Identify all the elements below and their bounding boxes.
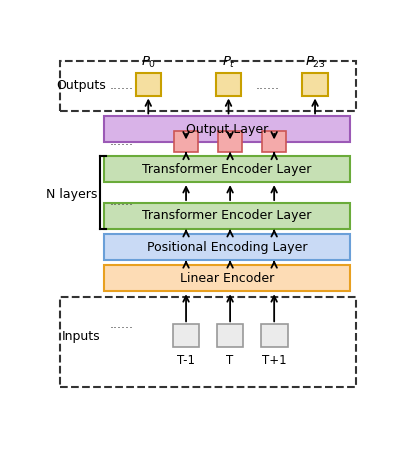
Bar bbox=[135, 73, 160, 95]
Bar bbox=[172, 324, 199, 347]
Text: N layers: N layers bbox=[46, 188, 98, 201]
Bar bbox=[216, 324, 243, 347]
Text: Transformer Encoder Layer: Transformer Encoder Layer bbox=[142, 163, 311, 176]
Bar bbox=[218, 131, 241, 152]
Text: ......: ...... bbox=[109, 79, 133, 92]
Bar bbox=[302, 73, 327, 95]
Text: Inputs: Inputs bbox=[61, 330, 100, 343]
Bar bbox=[104, 234, 349, 260]
Bar bbox=[260, 324, 287, 347]
Text: Output Layer: Output Layer bbox=[185, 123, 267, 136]
Bar bbox=[174, 131, 197, 152]
Bar bbox=[262, 131, 285, 152]
Text: ......: ...... bbox=[109, 318, 133, 331]
Text: T-1: T-1 bbox=[177, 355, 194, 367]
Bar bbox=[104, 266, 349, 291]
Bar bbox=[60, 297, 355, 387]
Text: Positional Encoding Layer: Positional Encoding Layer bbox=[146, 241, 307, 254]
Text: ......: ...... bbox=[109, 135, 133, 148]
Text: T+1: T+1 bbox=[261, 355, 286, 367]
Bar bbox=[104, 156, 349, 182]
Text: Transformer Encoder Layer: Transformer Encoder Layer bbox=[142, 210, 311, 222]
Text: $P_{23}$: $P_{23}$ bbox=[304, 55, 325, 70]
Text: $P_t$: $P_t$ bbox=[221, 55, 235, 70]
Text: Linear Encoder: Linear Encoder bbox=[179, 272, 273, 285]
Bar bbox=[215, 73, 241, 95]
Bar bbox=[104, 117, 349, 142]
Text: Outputs: Outputs bbox=[55, 79, 105, 92]
Text: $P_0$: $P_0$ bbox=[140, 55, 156, 70]
Text: T: T bbox=[226, 355, 233, 367]
Text: ......: ...... bbox=[255, 79, 279, 92]
Bar bbox=[104, 203, 349, 229]
Bar bbox=[60, 61, 355, 111]
Text: ......: ...... bbox=[109, 195, 133, 208]
